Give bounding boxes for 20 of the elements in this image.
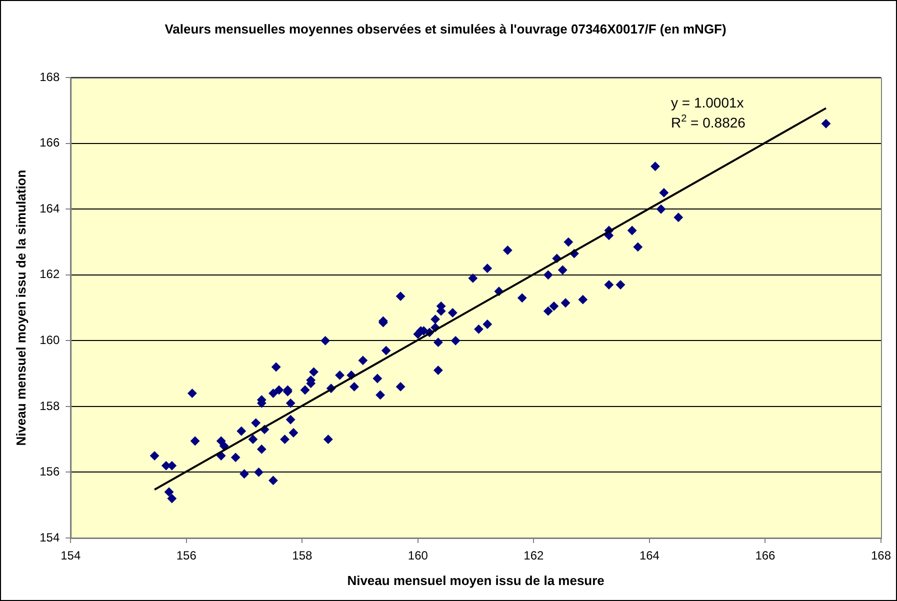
x-tick-label: 164 (639, 548, 660, 563)
y-tick-label: 166 (40, 136, 60, 150)
x-tick-label: 162 (524, 548, 544, 563)
y-tick-label: 168 (40, 70, 60, 84)
x-tick-label: 158 (292, 548, 312, 563)
x-axis-title: Niveau mensuel moyen issu de la mesure (347, 572, 604, 588)
y-tick-label: 154 (40, 530, 60, 544)
y-tick-label: 156 (40, 464, 60, 479)
y-tick-label: 164 (40, 201, 60, 216)
x-tick-label: 154 (60, 548, 81, 563)
x-tick-label: 160 (408, 548, 428, 563)
y-tick-label: 158 (40, 398, 60, 413)
x-tick-label: 156 (176, 548, 197, 563)
x-tick-label: 166 (755, 548, 776, 563)
x-tick-label: 168 (870, 548, 892, 563)
chart-title: Valeurs mensuelles moyennes observées et simulées à l'ouvrage 07346X0017/F (en mNGF) (164, 21, 726, 36)
y-tick-label: 162 (40, 267, 60, 282)
y-axis-title: Niveau mensuel moyen issu de la simulation (13, 170, 28, 446)
y-tick-label: 160 (40, 333, 60, 347)
annotation: y = 1.0001x (670, 94, 744, 111)
